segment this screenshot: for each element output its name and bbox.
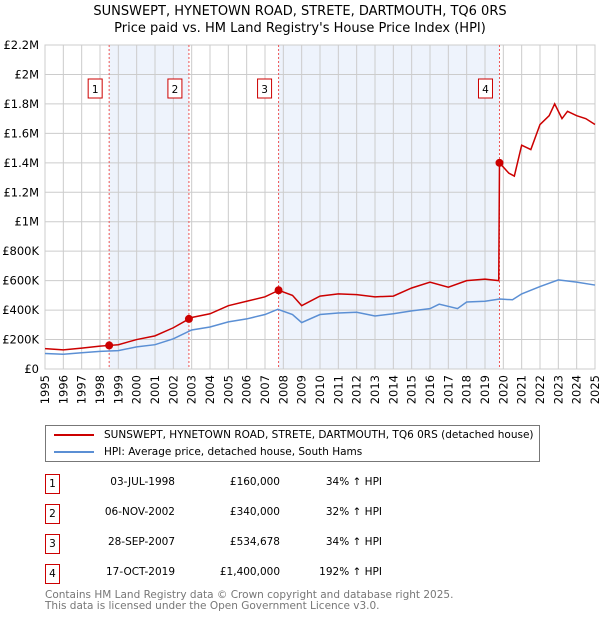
legend-item-property: SUNSWEPT, HYNETOWN ROAD, STRETE, DARTMOU… <box>54 427 534 443</box>
sale-label: 3 <box>261 84 268 96</box>
x-tick-label: 2013 <box>368 375 382 404</box>
x-tick-label: 2000 <box>130 375 144 404</box>
y-tick-label: £800K <box>2 244 39 258</box>
sale-label: 2 <box>172 84 179 96</box>
sale-row: 2 06-NOV-2002 £340,000 32% ↑ HPI <box>45 504 565 524</box>
x-tick-label: 2024 <box>570 375 584 404</box>
legend-swatch <box>54 434 94 436</box>
sale-price: £340,000 <box>229 506 280 518</box>
chart-subtitle: Price paid vs. HM Land Registry's House … <box>114 21 486 36</box>
x-tick-label: 2023 <box>551 375 565 404</box>
sale-date: 06-NOV-2002 <box>104 506 175 518</box>
y-tick-label: £400K <box>2 303 39 317</box>
sale-price: £1,400,000 <box>219 566 280 578</box>
sale-row: 1 03-JUL-1998 £160,000 34% ↑ HPI <box>45 474 565 494</box>
hpi-line <box>44 279 596 356</box>
x-tick-label: 1999 <box>111 375 125 404</box>
sale-row: 3 28-SEP-2007 £534,678 34% ↑ HPI <box>45 534 565 554</box>
x-tick-label: 2019 <box>478 375 492 404</box>
x-tick-label: 2015 <box>405 375 419 404</box>
sale-point <box>495 158 504 167</box>
sale-price: £160,000 <box>229 476 280 488</box>
x-tick-label: 2017 <box>441 375 455 404</box>
x-tick-label: 2014 <box>386 375 400 404</box>
sale-label-box <box>167 78 183 99</box>
sale-hpi: 34% ↑ HPI <box>325 476 382 488</box>
sale-point <box>184 314 193 323</box>
sale-label: 1 <box>92 84 99 96</box>
y-tick-label: £1.2M <box>3 185 39 199</box>
x-tick-label: 2009 <box>295 375 309 404</box>
x-tick-label: 1995 <box>38 375 52 404</box>
x-tick-label: 2022 <box>533 375 547 404</box>
footer-line: This data is licensed under the Open Gov… <box>45 600 380 612</box>
footer: Contains HM Land Registry data © Crown c… <box>45 590 453 612</box>
x-tick-label: 1996 <box>56 375 70 404</box>
sale-number: 3 <box>45 534 60 554</box>
x-tick-label: 2007 <box>258 375 272 404</box>
x-tick-label: 2002 <box>166 375 180 404</box>
sale-label: 4 <box>482 84 489 96</box>
y-tick-label: £200K <box>2 333 39 347</box>
y-tick-label: £0 <box>24 362 39 376</box>
sale-date: 17-OCT-2019 <box>106 566 175 578</box>
y-tick-label: £1.6M <box>3 126 39 140</box>
footer-line: Contains HM Land Registry data © Crown c… <box>45 589 454 601</box>
y-tick-label: £2M <box>14 67 39 81</box>
sale-label-box <box>477 78 493 99</box>
y-tick-label: £2.2M <box>3 38 39 52</box>
legend-swatch <box>54 451 94 453</box>
x-tick-label: 1997 <box>75 375 89 404</box>
sale-row: 4 17-OCT-2019 £1,400,000 192% ↑ HPI <box>45 564 565 584</box>
x-tick-label: 2005 <box>221 375 235 404</box>
sale-date: 03-JUL-1998 <box>110 476 175 488</box>
sale-number: 1 <box>45 474 60 494</box>
sale-price: £534,678 <box>229 536 280 548</box>
x-tick-label: 2008 <box>276 375 290 404</box>
y-tick-label: £1M <box>14 215 39 229</box>
sale-date: 28-SEP-2007 <box>107 536 175 548</box>
x-tick-label: 2021 <box>515 375 529 404</box>
x-tick-label: 2012 <box>350 375 364 404</box>
x-tick-label: 2025 <box>588 375 600 404</box>
y-tick-label: £1.4M <box>3 156 39 170</box>
sale-hpi: 34% ↑ HPI <box>325 536 382 548</box>
sale-point <box>274 286 283 295</box>
y-tick-label: £600K <box>2 274 39 288</box>
legend-label: SUNSWEPT, HYNETOWN ROAD, STRETE, DARTMOU… <box>104 429 534 441</box>
y-tick-label: £1.8M <box>3 97 39 111</box>
x-tick-label: 2018 <box>460 375 474 404</box>
shaded-period <box>109 45 189 369</box>
legend-label: HPI: Average price, detached house, Sout… <box>104 446 363 458</box>
x-tick-label: 2006 <box>240 375 254 404</box>
property-price-line <box>44 102 596 351</box>
x-tick-label: 2010 <box>313 375 327 404</box>
sale-number: 2 <box>45 504 60 524</box>
sale-label-box <box>87 78 103 99</box>
x-tick-label: 2004 <box>203 375 217 404</box>
sale-hpi: 192% ↑ HPI <box>319 566 382 578</box>
x-tick-label: 2011 <box>331 375 345 404</box>
legend-item-hpi: HPI: Average price, detached house, Sout… <box>54 444 362 460</box>
legend: SUNSWEPT, HYNETOWN ROAD, STRETE, DARTMOU… <box>45 425 540 462</box>
x-tick-label: 2020 <box>496 375 510 404</box>
sale-number: 4 <box>45 564 60 584</box>
plot-border <box>44 44 596 370</box>
chart-title: SUNSWEPT, HYNETOWN ROAD, STRETE, DARTMOU… <box>93 4 507 19</box>
x-tick-label: 2001 <box>148 375 162 404</box>
sale-label-box <box>257 78 273 99</box>
sale-hpi: 32% ↑ HPI <box>325 506 382 518</box>
chart-plot: 1995 1996 1997 1998 1999 2000 2001 2002 2003 2004… <box>2 38 600 404</box>
x-tick-label: 1998 <box>93 375 107 404</box>
x-tick-label: 2016 <box>423 375 437 404</box>
x-tick-label: 2003 <box>185 375 199 404</box>
sale-point <box>105 341 114 350</box>
